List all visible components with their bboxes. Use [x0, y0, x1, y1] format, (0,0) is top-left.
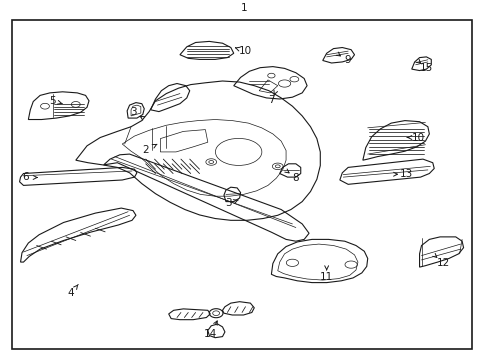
Text: 11: 11: [319, 272, 333, 282]
Text: 14: 14: [203, 329, 217, 339]
Text: 12: 12: [435, 258, 449, 268]
Text: 10: 10: [239, 46, 251, 56]
Text: 1: 1: [241, 3, 247, 13]
Text: 6: 6: [22, 172, 29, 183]
Text: 2: 2: [142, 145, 149, 155]
Text: 13: 13: [399, 169, 413, 179]
Text: 3: 3: [129, 107, 136, 117]
Text: 15: 15: [419, 63, 432, 73]
Text: 5: 5: [49, 96, 56, 106]
Text: 9: 9: [343, 55, 350, 66]
Text: 4: 4: [67, 288, 74, 298]
Text: 10: 10: [411, 132, 424, 143]
Text: 8: 8: [292, 173, 299, 183]
Text: 7: 7: [268, 95, 275, 105]
Text: 3: 3: [225, 198, 232, 208]
